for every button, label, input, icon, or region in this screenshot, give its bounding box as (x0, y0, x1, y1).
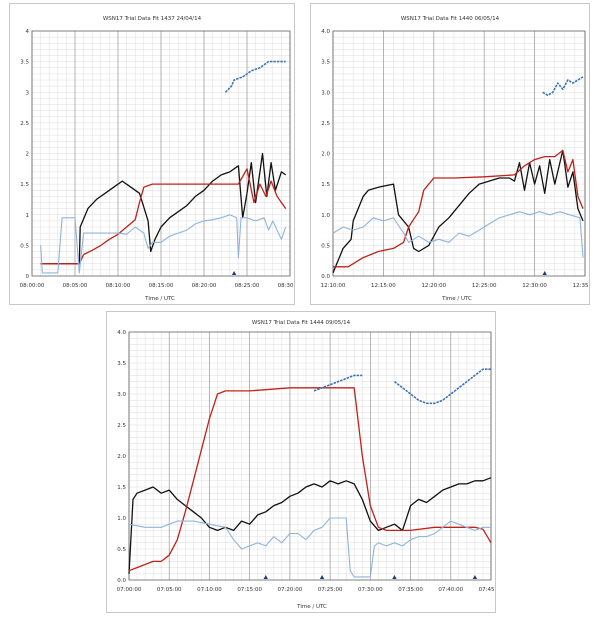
y-tick-label: 1.5 (20, 182, 29, 188)
grid (128, 331, 492, 581)
plot-area (31, 30, 291, 277)
x-tick-label: 07:00:00 (117, 587, 142, 593)
series-line-red-series (40, 168, 287, 265)
chart-panel-flight-1444: WSN17 Trial Data Fit 1444 09/05/14 Time … (106, 311, 496, 613)
series-line-black-series (128, 477, 492, 574)
chart-panel-flight-1437: WSN17 Trial Data Fit 1437 24/04/14 Time … (9, 3, 295, 305)
series-line-dark-blue-series (224, 60, 286, 93)
x-tick-label: 07:30:00 (358, 587, 383, 593)
plot-area (332, 30, 586, 277)
series-line-red-series (333, 149, 584, 268)
x-tick-label: 08:00:00 (20, 283, 45, 289)
grid (31, 30, 291, 277)
chart-title: WSN17 Trial Data Fit 1444 09/05/14 (252, 320, 351, 326)
y-tick-label: 4.0 (321, 29, 330, 35)
y-tick-label: 0.5 (20, 243, 29, 249)
y-tick-label: 0.0 (321, 274, 330, 280)
chart-svg-flight-1444: WSN17 Trial Data Fit 1444 09/05/14 Time … (117, 320, 495, 610)
x-tick-label: 07:20:00 (278, 587, 303, 593)
y-tick-label: 2.5 (321, 121, 330, 127)
x-tick-label: 08:20:00 (192, 283, 217, 289)
y-tick-label: 2.5 (20, 121, 29, 127)
x-tick-label: 08:15:00 (149, 283, 174, 289)
chart-panel-flight-1440: WSN17 Trial Data Fit 1440 06/05/14 Time … (310, 3, 590, 305)
x-tick-label: 12:30:00 (522, 283, 547, 289)
y-tick-label: 1.5 (117, 485, 126, 491)
x-tick-label: 07:25:00 (318, 587, 343, 593)
y-tick-label: 1.5 (321, 182, 330, 188)
event-marker (231, 271, 237, 275)
x-tick-label: 12:20:00 (421, 283, 446, 289)
x-tick-label: 08:10:00 (106, 283, 131, 289)
y-tick-label: 3.0 (117, 392, 126, 398)
x-tick-label: 12:25:00 (472, 283, 497, 289)
event-marker (542, 271, 547, 275)
y-tick-label: 1.0 (321, 213, 330, 219)
x-axis-label: Time / UTC (441, 296, 472, 302)
series-line-dark-blue-series (313, 374, 363, 392)
y-tick-label: 0 (26, 274, 30, 280)
x-axis-label: Time / UTC (144, 296, 175, 302)
event-marker (392, 575, 397, 579)
chart-title: WSN17 Trial Data Fit 1437 24/04/14 (103, 16, 202, 22)
chart-title: WSN17 Trial Data Fit 1440 06/05/14 (401, 16, 500, 22)
event-marker (472, 575, 478, 579)
series-line-light-blue-series (332, 211, 584, 258)
x-tick-label: 12:15:00 (371, 283, 396, 289)
y-tick-label: 3 (26, 90, 30, 96)
y-tick-label: 2 (26, 152, 30, 158)
series-line-light-blue-series (128, 517, 491, 578)
y-tick-label: 2.0 (117, 454, 126, 460)
y-tick-label: 4.0 (117, 330, 126, 336)
chart-svg-flight-1440: WSN17 Trial Data Fit 1440 06/05/14 Time … (321, 16, 589, 302)
series-line-red-series (128, 387, 492, 572)
y-tick-label: 0.0 (117, 578, 126, 584)
grid (332, 30, 586, 277)
y-tick-label: 2.5 (117, 423, 126, 429)
event-marker (263, 575, 268, 579)
y-tick-label: 1.0 (117, 516, 126, 522)
x-tick-label: 08:30:00 (278, 283, 294, 289)
y-tick-label: 4 (26, 29, 30, 35)
x-axis-label: Time / UTC (296, 604, 327, 610)
x-tick-label: 07:45:00 (479, 587, 495, 593)
chart-svg-flight-1437: WSN17 Trial Data Fit 1437 24/04/14 Time … (20, 16, 294, 302)
y-tick-label: 0.5 (321, 243, 330, 249)
y-tick-label: 2.0 (321, 152, 330, 158)
y-tick-label: 3.0 (321, 90, 330, 96)
x-tick-label: 12:35:00 (573, 283, 589, 289)
event-marker (319, 575, 325, 579)
y-tick-label: 3.5 (20, 60, 29, 66)
series-line-dark-blue-series (394, 368, 491, 405)
x-tick-label: 07:40:00 (438, 587, 463, 593)
y-tick-label: 3.5 (117, 361, 126, 367)
x-tick-label: 07:35:00 (398, 587, 423, 593)
x-tick-label: 07:10:00 (197, 587, 222, 593)
plot-area (128, 331, 492, 581)
series-line-black-series (332, 149, 584, 274)
y-tick-label: 0.5 (117, 547, 126, 553)
series-line-dark-blue-series (542, 76, 584, 97)
y-tick-label: 3.5 (321, 60, 330, 66)
series-line-light-blue-series (40, 214, 287, 274)
x-tick-label: 08:05:00 (63, 283, 88, 289)
x-tick-label: 12:10:00 (321, 283, 346, 289)
x-tick-label: 07:05:00 (157, 587, 182, 593)
x-tick-label: 08:25:00 (235, 283, 260, 289)
series-line-black-series (40, 152, 287, 265)
y-tick-label: 1 (26, 213, 30, 219)
x-tick-label: 07:15:00 (237, 587, 262, 593)
